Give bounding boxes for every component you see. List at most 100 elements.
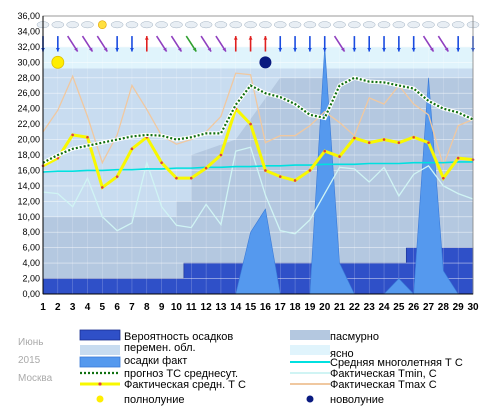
wind-arrow-head-icon [263, 36, 268, 40]
new-moon-marker [259, 56, 272, 69]
y-tick-label: 30,00 [17, 57, 40, 67]
wind-arrow-head-icon [341, 47, 345, 52]
x-tick-label: 8 [144, 302, 150, 313]
y-tick-label: 12,00 [17, 196, 40, 206]
x-tick-label: 22 [349, 302, 361, 313]
legend-swatch-fact-avg-point [98, 382, 102, 386]
legend-label-clear: ясно [330, 348, 354, 360]
wind-arrow-head-icon [115, 48, 120, 52]
legend-label-partly: перемен. обл. [124, 342, 196, 354]
x-tick-label: 1 [40, 302, 46, 313]
cloud-icon [244, 21, 257, 29]
point-fact-avg [160, 161, 163, 165]
x-tick-label: 9 [159, 302, 165, 313]
cloud-icon [125, 21, 139, 29]
y-tick-label: 22,00 [17, 119, 40, 129]
y-tick-label: 24,00 [17, 104, 40, 114]
x-tick-label: 21 [334, 302, 346, 313]
legend-swatch-new-moon [306, 395, 314, 403]
y-tick-label: 34,00 [17, 26, 40, 36]
wind-arrow-head-icon [55, 48, 60, 52]
x-tick-label: 18 [290, 302, 302, 313]
city-label: Москва [18, 373, 53, 384]
x-tick-label: 16 [260, 302, 272, 313]
x-tick-label: 3 [70, 302, 76, 313]
y-tick-label: 2,00 [22, 274, 40, 284]
series-line-fact-avg [42, 105, 474, 190]
cloud-icon [377, 21, 391, 29]
legend-swatch-full-moon [96, 395, 104, 403]
clear-sky-band [43, 46, 473, 69]
legend-label-new-moon: новолуние [330, 394, 384, 406]
cloud-icon [66, 21, 79, 29]
cloud-icon [51, 21, 65, 29]
point-fact-avg [115, 175, 119, 178]
y-tick-label: 0,00 [22, 289, 40, 299]
wind-arrow-head-icon [429, 47, 434, 52]
legend-swatch-precip-prob [79, 329, 121, 341]
legend-swatch-partly [80, 345, 120, 355]
x-tick-labels: 1 2 3 4 5 6 7 8 9 10 11 12 13 14 15 16 17 18 19 20 21 22 23 24 2… [40, 302, 479, 313]
y-tick-label: 18,00 [17, 150, 40, 160]
x-tick-label: 30 [467, 302, 479, 313]
cloud-icon [288, 21, 302, 29]
point-fact-avg [101, 186, 104, 189]
cloud-icon [333, 21, 346, 29]
y-tick-label: 26,00 [17, 88, 40, 98]
series-lines [41, 72, 475, 235]
wind-arrow-head-icon [163, 47, 167, 52]
cloud-icon [110, 21, 124, 29]
year-label: 2015 [18, 355, 41, 366]
legend-label-overcast: пасмурно [330, 331, 379, 343]
x-tick-label: 6 [114, 302, 120, 313]
cloud-icon [81, 21, 94, 29]
point-fact-avg [71, 133, 74, 137]
x-tick-label: 11 [186, 302, 197, 313]
y-tick-label: 4,00 [22, 258, 40, 268]
axes [42, 15, 474, 295]
wind-arrow-head-icon [444, 47, 449, 52]
series-line-tmin [42, 146, 474, 235]
cloud-icon [362, 21, 376, 29]
cloud-icon [229, 21, 243, 29]
y-tick-label: 8,00 [22, 227, 40, 237]
point-fact-avg [456, 156, 460, 160]
legend-label-precip-prob: Вероятность осадков [124, 331, 233, 343]
point-fact-avg [323, 149, 327, 153]
cloud-icon [407, 21, 420, 29]
wind-arrow-head-icon [322, 48, 327, 52]
x-tick-label: 29 [453, 302, 465, 313]
point-fact-avg [338, 155, 341, 158]
x-tick-label: 23 [364, 302, 376, 313]
point-fact-avg [278, 175, 282, 178]
x-tick-label: 25 [393, 302, 405, 313]
legend-label-forecast-avg: прогноз ТС среднесут. [124, 368, 238, 380]
wind-arrow-head-icon [207, 47, 212, 52]
legend-label-tmin: Фактическая Tmin, С [330, 368, 437, 380]
cloud-icon [140, 21, 154, 29]
y-tick-label: 32,00 [17, 42, 40, 52]
wind-arrow-head-icon [130, 48, 134, 52]
wind-arrow-head-icon [382, 48, 386, 52]
y-tick-label: 16,00 [17, 165, 40, 175]
point-fact-avg [175, 176, 178, 180]
x-tick-label: 15 [245, 302, 257, 313]
wind-arrow-head-icon [352, 48, 357, 52]
point-fact-avg [367, 141, 371, 144]
x-tick-label: 28 [438, 302, 450, 313]
sun-icon [98, 20, 107, 30]
x-tick-label: 12 [201, 302, 213, 313]
wind-arrow-head-icon [293, 48, 297, 52]
cloud-icon [170, 21, 183, 29]
weather-icon-strip [36, 16, 480, 52]
cloud-icon [422, 21, 435, 29]
cloud-icon [259, 21, 272, 29]
wind-arrow-head-icon [307, 48, 312, 52]
moon-markers [51, 55, 272, 69]
wind-arrow-head-icon [233, 36, 238, 40]
legend-label-precip-fact: осадки факт [124, 355, 187, 367]
point-fact-avg [442, 176, 445, 180]
point-fact-avg [382, 138, 386, 141]
legend-label-climate-avg: Средняя многолетняя Т С [330, 357, 463, 369]
